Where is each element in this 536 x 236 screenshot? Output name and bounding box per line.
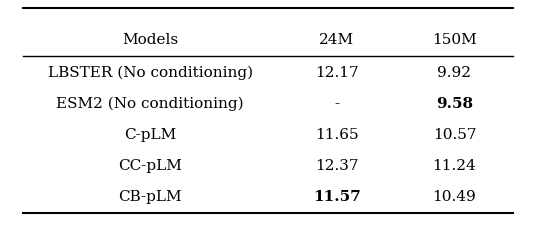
Text: ESM2 (No conditioning): ESM2 (No conditioning)	[56, 97, 244, 111]
Text: 11.24: 11.24	[433, 159, 477, 173]
Text: 24M: 24M	[319, 33, 354, 47]
Text: -: -	[334, 97, 339, 111]
Text: 12.37: 12.37	[315, 159, 359, 173]
Text: 9.58: 9.58	[436, 97, 473, 111]
Text: 150M: 150M	[432, 33, 477, 47]
Text: CB-pLM: CB-pLM	[118, 190, 182, 204]
Text: CC-pLM: CC-pLM	[118, 159, 182, 173]
Text: 10.49: 10.49	[433, 190, 477, 204]
Text: 9.92: 9.92	[437, 66, 472, 80]
Text: 11.65: 11.65	[315, 128, 359, 142]
Text: 12.17: 12.17	[315, 66, 359, 80]
Text: LBSTER (No conditioning): LBSTER (No conditioning)	[48, 66, 253, 80]
Text: Models: Models	[122, 33, 178, 47]
Text: 10.57: 10.57	[433, 128, 476, 142]
Text: C-pLM: C-pLM	[124, 128, 176, 142]
Text: 11.57: 11.57	[313, 190, 361, 204]
